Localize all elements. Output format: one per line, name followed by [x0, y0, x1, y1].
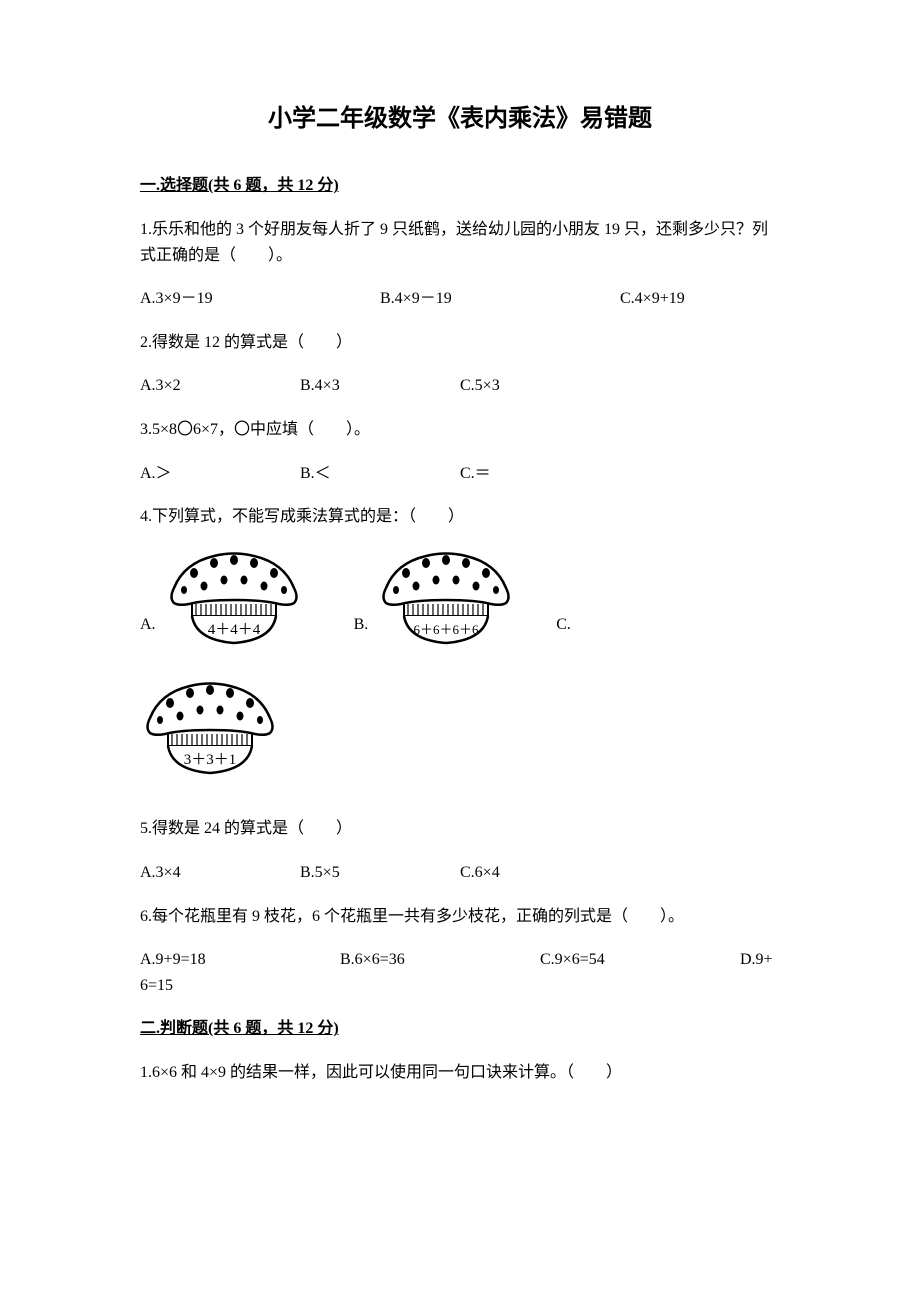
q6-opt-b: B.6×6=36 — [340, 947, 540, 973]
q2-opt-a: A.3×2 — [140, 373, 300, 399]
q6-opt-d: D.9+ — [740, 947, 773, 973]
mushroom-icon-a: 4＋4＋4 — [164, 548, 304, 648]
mushroom-icon-b: 6＋6＋6＋6 — [376, 548, 516, 648]
s2-q1-text: 1.6×6 和 4×9 的结果一样，因此可以使用同一句口诀来计算。（ ） — [140, 1060, 780, 1086]
section2-header: 二.判断题(共 6 题，共 12 分) — [140, 1016, 780, 1042]
q5-opt-b: B.5×5 — [300, 860, 460, 886]
q4-label-b: B. — [354, 612, 369, 648]
q4-label-c: C. — [556, 612, 571, 648]
q1-opt-a: A.3×9－19 — [140, 286, 380, 312]
mushroom-text-a: 4＋4＋4 — [207, 622, 260, 638]
mushroom-text-b: 6＋6＋6＋6 — [414, 622, 480, 637]
q1-opt-c: C.4×9+19 — [620, 286, 685, 312]
q5-options: A.3×4 B.5×5 C.6×4 — [140, 860, 780, 886]
q2-text: 2.得数是 12 的算式是（ ） — [140, 330, 780, 356]
q6-opt-c: C.9×6=54 — [540, 947, 740, 973]
q5-text: 5.得数是 24 的算式是（ ） — [140, 816, 780, 842]
q2-opt-b: B.4×3 — [300, 373, 460, 399]
q4-opt-a: A. — [140, 548, 304, 648]
section1-header: 一.选择题(共 6 题，共 12 分) — [140, 173, 780, 199]
page-title: 小学二年级数学《表内乘法》易错题 — [140, 100, 780, 138]
q3-opt-a: A.＞ — [140, 461, 300, 487]
q4-label-a: A. — [140, 612, 156, 648]
mushroom-text-c: 3＋3＋1 — [184, 752, 237, 768]
q6-text: 6.每个花瓶里有 9 枝花，6 个花瓶里一共有多少枝花，正确的列式是（ ）。 — [140, 904, 780, 930]
q4-text: 4.下列算式，不能写成乘法算式的是：（ ） — [140, 504, 780, 530]
q5-opt-a: A.3×4 — [140, 860, 300, 886]
q1-options: A.3×9－19 B.4×9－19 C.4×9+19 — [140, 286, 780, 312]
q6-options: A.9+9=18 B.6×6=36 C.9×6=54 D.9+ — [140, 947, 780, 973]
mushroom-icon-c: 3＋3＋1 — [140, 678, 280, 778]
q4-opt-c: 3＋3＋1 — [140, 678, 780, 787]
q1-opt-b: B.4×9－19 — [380, 286, 620, 312]
q3-opt-b: B.＜ — [300, 461, 460, 487]
q2-options: A.3×2 B.4×3 C.5×3 — [140, 373, 780, 399]
q3-options: A.＞ B.＜ C.＝ — [140, 461, 780, 487]
q2-opt-c: C.5×3 — [460, 373, 500, 399]
q4-opt-b: B. — [354, 548, 517, 648]
q3-opt-c: C.＝ — [460, 461, 491, 487]
q4-options-row1: A. — [140, 548, 780, 648]
q1-text: 1.乐乐和他的 3 个好朋友每人折了 9 只纸鹤，送给幼儿园的小朋友 19 只，… — [140, 217, 780, 268]
q3-text: 3.5×8〇6×7，〇中应填（ ）。 — [140, 417, 780, 443]
q6-opt-a: A.9+9=18 — [140, 947, 340, 973]
q5-opt-c: C.6×4 — [460, 860, 500, 886]
q6-opt-d-wrap: 6=15 — [140, 973, 780, 999]
